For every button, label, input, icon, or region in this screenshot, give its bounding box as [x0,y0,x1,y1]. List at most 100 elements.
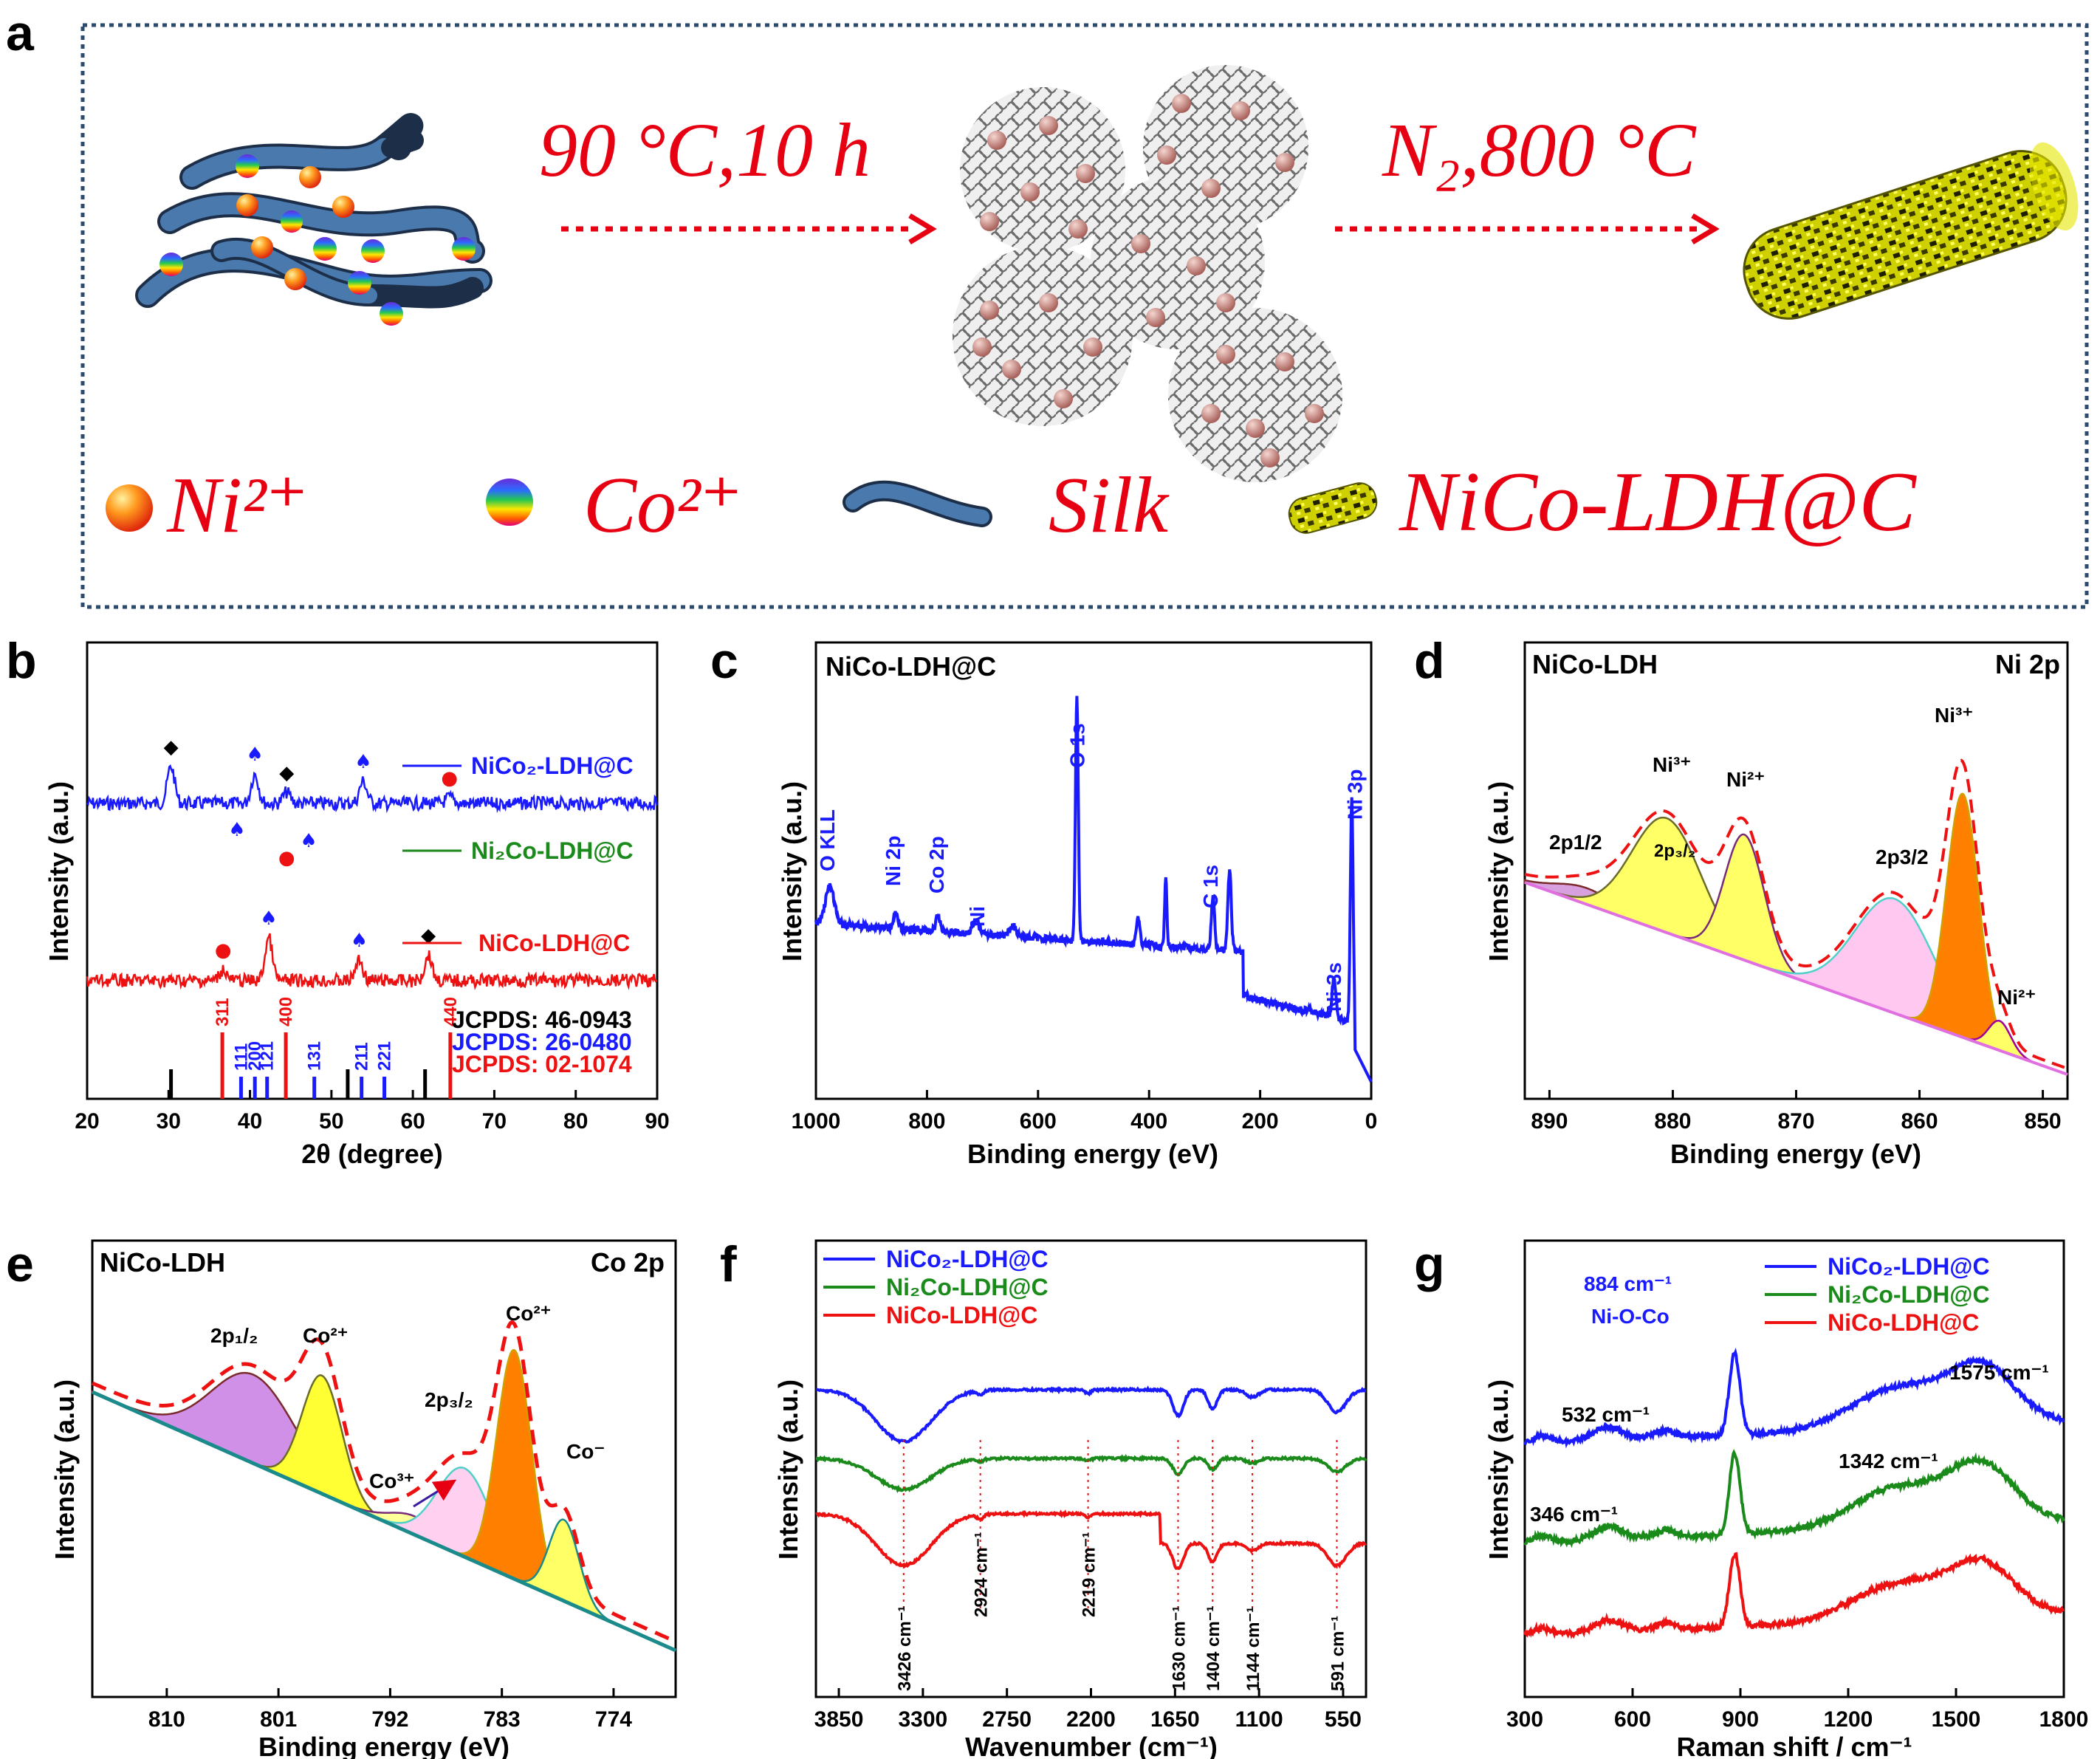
nico-ldh-rod-icon [1743,142,2079,320]
legend-co-label: Co²⁺ [583,462,742,549]
ref-hkl-label: 440 [441,997,461,1026]
ni2p-peak-label: Ni²⁺ [1997,986,2036,1009]
xps-peak-label: C 1s [1199,865,1222,908]
xlabel-f: Wavenumber (cm⁻¹) [965,1732,1218,1759]
ftir-line-2 [815,1509,1368,1571]
xaxis-f-tick-label: 550 [1325,1707,1362,1732]
panel-f: f Intensity (a.u.) Wavenumber (cm⁻¹) 385… [720,1236,1368,1759]
subtitle-e: Co 2p [591,1247,665,1278]
ref-hkl-label: 111 [231,1043,251,1071]
panel-label-f: f [720,1236,737,1292]
xaxis-d-tick-label: 880 [1654,1109,1691,1134]
xaxis-g-tick-label: 1200 [1824,1707,1873,1732]
xaxis-g-tick-label: 300 [1506,1707,1543,1732]
xaxis-c-tick-label: 800 [908,1109,945,1134]
ftir-band-label: 2219 cm⁻¹ [1080,1532,1099,1617]
ni2p-peak-label: Ni³⁺ [1935,704,1973,727]
xaxis-g-tick-label: 1800 [2039,1707,2089,1732]
xaxis-b-tick-label: 40 [238,1109,262,1134]
xaxis-f-tick-label: 2200 [1066,1707,1116,1732]
step1-arrowhead-icon [908,213,937,245]
xaxis-d-tick-label: 850 [2025,1109,2062,1134]
xaxis-g-tick-label: 900 [1722,1707,1759,1732]
xrd-peak-marker: ♠ [300,830,317,852]
xrd-line-0 [86,764,658,814]
xrd-peak-marker: ● [278,847,295,869]
co2p-peak-label: 2p₁/₂ [210,1324,258,1347]
co2p-peak-label: Co²⁺ [506,1302,551,1325]
orange-sphere-icon [106,484,153,532]
ref-hkl-label: 121 [258,1041,278,1071]
panel-label-c: c [710,633,738,689]
xaxis-b-tick-label: 30 [157,1109,181,1134]
ylabel-c: Intensity (a.u.) [777,781,807,961]
panel-label-b: b [6,633,37,689]
step2-label: N₂,800 °C [1382,108,1697,193]
ylabel-f: Intensity (a.u.) [773,1379,803,1560]
xlabel-b: 2θ (degree) [301,1139,443,1169]
legend-g0: NiCo₂-LDH@C [1828,1253,1990,1280]
ftir-band-label: 591 cm⁻¹ [1328,1616,1348,1691]
ylabel-e: Intensity (a.u.) [49,1379,80,1560]
ftir-band-label: 1630 cm⁻¹ [1169,1606,1189,1691]
ylabel-g: Intensity (a.u.) [1483,1379,1514,1560]
legend-b2: NiCo-LDH@C [478,930,630,956]
xaxis-e-tick-label: 801 [260,1707,297,1732]
xlabel-d: Binding energy (eV) [1670,1139,1921,1169]
title-c: NiCo-LDH@C [826,651,996,682]
xrd-peak-marker: ● [215,939,232,961]
xaxis-g-tick-label: 600 [1614,1707,1651,1732]
xaxis-b-tick-label: 80 [563,1109,588,1134]
co2p-peak-label: Co³⁺ [369,1470,414,1492]
xrd-peak-marker: ♠ [351,930,368,952]
panel-c: c NiCo-LDH@C Intensity (a.u.) Binding en… [710,633,1377,1169]
ref-hkl-label: 311 [213,998,233,1026]
ref-hkl-label: 211 [352,1042,372,1071]
xps-peak-label: O KLL [816,809,839,871]
yellow-rod-icon [1288,482,1378,534]
panel-a: a 90 °C,10 h [6,5,2089,609]
ref-label-b2: JCPDS: 02-1074 [452,1051,632,1077]
xaxis-d-tick-label: 870 [1777,1109,1814,1134]
ni2p-peak-label: Ni³⁺ [1653,753,1691,776]
xaxis-b-tick-label: 60 [400,1109,425,1134]
ftir-band-label: 1144 cm⁻¹ [1243,1607,1263,1691]
panel-label-g: g [1414,1236,1445,1292]
xaxis-c-tick-label: 1000 [792,1109,841,1134]
legend-b1: Ni₂Co-LDH@C [471,837,634,864]
ftir-band-label: 2924 cm⁻¹ [972,1532,992,1617]
title-d: NiCo-LDH [1532,649,1658,679]
co2p-peak-label: Co²⁺ [303,1324,348,1347]
co2p-envelope [91,1320,676,1643]
panel-b: b Intensity (a.u.) 2θ (degree) 20 30 40 50 6… [6,0,670,1169]
xps-survey-line [814,696,1373,1083]
ni2p-envelope [1524,758,2068,1070]
xaxis-c-tick-label: 200 [1242,1109,1279,1134]
raman-line-2 [1523,1551,2065,1639]
ni2p-1/2-label: 2p1/2 [1549,831,1602,854]
subtitle-d: Ni 2p [1995,649,2060,679]
xrd-peak-marker: ◆ [164,736,179,758]
plot-frame-e [91,1239,677,1698]
xaxis-e-tick-label: 810 [148,1707,185,1732]
legend-b0: NiCo₂-LDH@C [471,752,634,779]
legend-ni-label: Ni²⁺ [166,462,308,549]
xaxis-b-tick-label: 90 [645,1109,669,1134]
panel-label-a: a [6,5,35,61]
xaxis-g-tick-label: 1500 [1932,1707,1981,1732]
ftir-band-label: 1404 cm⁻¹ [1204,1606,1224,1691]
xaxis-e-tick-label: 783 [484,1707,521,1732]
plot-frame-b [86,641,659,1100]
panel-label-e: e [6,1236,34,1292]
ylabel-b: Intensity (a.u.) [44,781,74,961]
xrd-peak-marker: ♠ [260,908,277,930]
xaxis-e-tick-label: 774 [595,1707,632,1732]
ldh-nanosphere-cluster-icon [953,65,1342,482]
ftir-line-0 [815,1385,1367,1445]
plot-frame-c [814,641,1373,1100]
panel-g: g Intensity (a.u.) Raman shift / cm⁻¹ 30… [1414,1236,2088,1759]
raman-annotation: Ni-O-Co [1591,1305,1670,1328]
panel-e: e NiCo-LDH Co 2p Intensity (a.u.) Bindin… [6,1236,677,1759]
scheme-border [80,23,2089,609]
